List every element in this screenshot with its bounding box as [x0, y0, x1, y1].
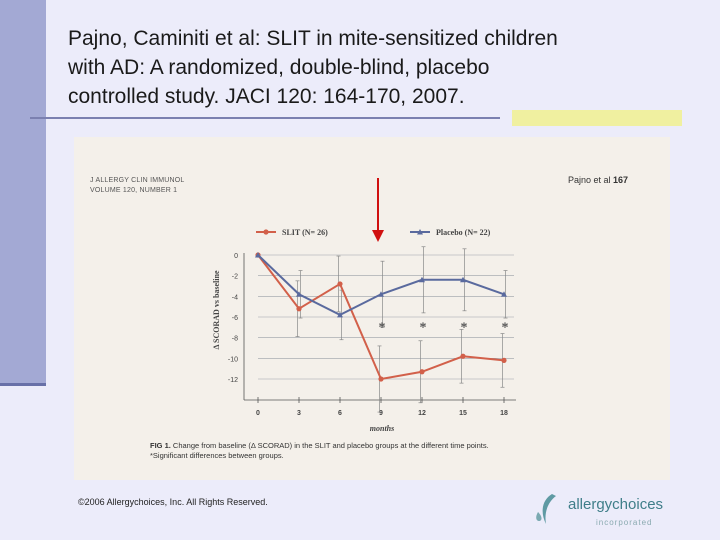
legend-placebo-label: Placebo (N= 22) [436, 228, 491, 237]
significance-asterisk: * [379, 320, 386, 335]
legend-slit-label: SLIT (N= 26) [282, 228, 328, 237]
x-axis-label: months [370, 424, 394, 433]
significance-asterisk: * [420, 320, 427, 335]
caption-note: *Significant differences between groups. [150, 451, 284, 460]
x-tick-label: 0 [256, 410, 260, 417]
x-tick-label: 18 [500, 410, 508, 417]
placebo-point [460, 276, 466, 283]
allergychoices-logo: allergychoices incorporated [532, 490, 664, 530]
y-tick-label: -2 [232, 274, 238, 281]
slide-title: Pajno, Caminiti et al: SLIT in mite-sens… [68, 24, 708, 111]
significance-markers: * * * * [379, 320, 509, 335]
data-series [255, 252, 507, 382]
slide-title-line-3: controlled study. JACI 120: 164-170, 200… [68, 85, 465, 108]
placebo-point [419, 276, 425, 283]
placebo-point [501, 291, 507, 297]
slit-point [501, 357, 507, 363]
logo-drop-icon [536, 494, 556, 524]
slit-point [419, 369, 425, 375]
slide-side-bar-edge [0, 383, 46, 386]
page-reference: Pajno et al 167 [568, 175, 628, 185]
caption-label: FIG 1. [150, 441, 171, 450]
logo-word: allergychoices [568, 496, 664, 513]
y-tick-label: 0 [234, 253, 238, 260]
slit-point [460, 353, 466, 359]
slide-side-bar [0, 0, 46, 383]
annotation-arrow [372, 178, 384, 242]
title-divider-accent [512, 110, 682, 126]
significance-asterisk: * [461, 320, 468, 335]
slit-point [296, 306, 302, 312]
x-tick-labels: 0 3 6 9 12 15 18 [256, 410, 508, 417]
caption-text: Change from baseline (Δ SCORAD) in the S… [170, 441, 489, 450]
chart-gridlines [258, 254, 514, 380]
legend-placebo-marker [417, 229, 423, 235]
slit-point [337, 281, 343, 287]
y-tick-label: -8 [232, 336, 238, 343]
y-tick-label: -4 [232, 294, 238, 301]
journal-name: J ALLERGY CLIN IMMUNOL [90, 177, 185, 184]
copyright-notice: ©2006 Allergychoices, Inc. All Rights Re… [78, 497, 268, 507]
y-tick-label: -12 [228, 377, 238, 384]
placebo-point [337, 311, 343, 318]
page-ref-author: Pajno et al [568, 175, 611, 185]
figure-caption: FIG 1. Change from baseline (Δ SCORAD) i… [150, 441, 650, 461]
legend-slit-marker [263, 229, 269, 235]
slide-title-line-1: Pajno, Caminiti et al: SLIT in mite-sens… [68, 27, 558, 50]
y-tick-label: -6 [232, 315, 238, 322]
chart-legend: SLIT (N= 26) Placebo (N= 22) [256, 228, 491, 237]
placebo-series-line [257, 254, 505, 317]
y-axis-label: Δ SCORAD vs baseline [212, 270, 221, 349]
x-tick-label: 12 [418, 410, 426, 417]
slit-point [378, 376, 384, 382]
page-ref-number: 167 [613, 175, 629, 185]
placebo-point [255, 252, 261, 258]
slide-title-line-2: with AD: A randomized, double-blind, pla… [68, 56, 490, 79]
journal-volume: VOLUME 120, NUMBER 1 [90, 187, 178, 194]
y-tick-label: -10 [228, 356, 238, 363]
error-bars [295, 246, 508, 413]
figure-scan [74, 137, 670, 480]
x-tick-label: 9 [379, 410, 383, 417]
placebo-point [296, 291, 302, 297]
journal-header: J ALLERGY CLIN IMMUNOL VOLUME 120, NUMBE… [90, 176, 185, 196]
x-tick-label: 3 [297, 410, 301, 417]
chart-axes [243, 253, 516, 403]
x-tick-label: 6 [338, 410, 342, 417]
title-divider [30, 117, 500, 119]
y-tick-labels: 0 -2 -4 -6 -8 -10 -12 [228, 253, 238, 384]
placebo-point [378, 291, 384, 297]
significance-asterisk: * [502, 320, 509, 335]
x-tick-label: 15 [459, 410, 467, 417]
logo-subtitle: incorporated [596, 518, 653, 527]
